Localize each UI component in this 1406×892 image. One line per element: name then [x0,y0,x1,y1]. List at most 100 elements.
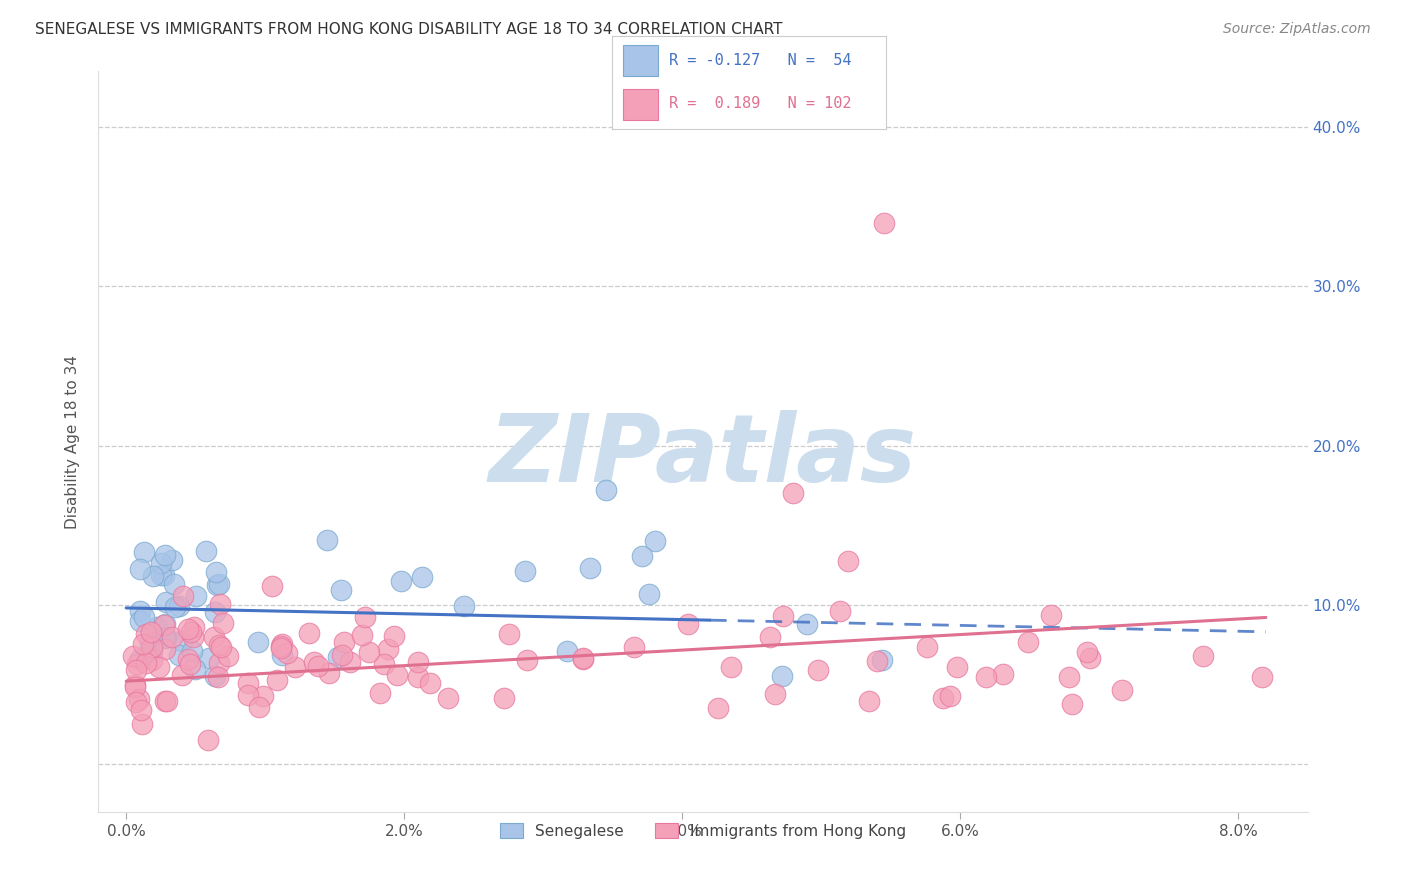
Point [155,548,177,562]
Point [915,640,938,654]
Point [181,630,204,644]
Point [125,695,148,709]
Point [132,637,155,651]
Point [276,647,298,661]
Point [152,618,174,632]
Point [807,664,830,678]
Point [1076,645,1098,659]
FancyBboxPatch shape [623,45,658,76]
Point [183,620,205,634]
Point [205,578,228,592]
Legend: Senegalese, Immigrants from Hong Kong: Senegalese, Immigrants from Hong Kong [494,816,912,845]
Point [170,667,193,681]
Point [122,648,145,663]
Point [1057,670,1080,684]
Point [1080,651,1102,665]
Point [318,666,340,681]
FancyBboxPatch shape [623,89,658,120]
Point [271,637,294,651]
Point [385,668,408,682]
Point [146,620,169,634]
Point [772,608,794,623]
Point [135,657,157,671]
Point [837,554,859,568]
Point [153,642,176,657]
Point [156,694,179,708]
Point [350,628,373,642]
Point [333,635,356,649]
Point [270,640,292,654]
Text: ZIPatlas: ZIPatlas [489,410,917,502]
Point [513,565,536,579]
Point [179,657,201,671]
Point [796,617,818,632]
Point [870,653,893,667]
Point [132,544,155,558]
Point [406,655,429,669]
Point [516,652,538,666]
Point [370,686,392,700]
Point [127,657,149,672]
Point [129,562,152,576]
Point [676,617,699,632]
Point [246,635,269,649]
Point [572,652,595,666]
Point [180,624,202,639]
Point [329,583,352,598]
Point [373,657,395,672]
Point [571,651,593,665]
Point [186,589,208,603]
Point [124,678,146,692]
Point [208,639,231,653]
Point [932,690,955,705]
Point [150,556,173,570]
Point [207,656,229,670]
Point [124,680,146,694]
Point [1111,682,1133,697]
Point [131,717,153,731]
Point [148,659,170,673]
Point [155,595,177,609]
Point [389,574,412,589]
Point [382,629,405,643]
Point [828,604,851,618]
Point [204,669,226,683]
Point [170,633,193,648]
Point [1062,697,1084,711]
Point [204,565,226,579]
Point [307,658,329,673]
Point [720,660,742,674]
Text: Source: ZipAtlas.com: Source: ZipAtlas.com [1223,22,1371,37]
Point [453,599,475,614]
Point [128,692,150,706]
Point [266,673,288,687]
Point [135,627,157,641]
Y-axis label: Disability Age 18 to 34: Disability Age 18 to 34 [65,354,80,529]
Point [141,653,163,667]
Point [782,486,804,500]
Point [498,627,520,641]
Point [1040,608,1063,623]
Point [141,644,163,658]
Point [236,688,259,702]
Point [160,553,183,567]
Point [138,642,160,657]
Point [129,604,152,618]
Point [217,648,239,663]
Point [302,655,325,669]
Text: SENEGALESE VS IMMIGRANTS FROM HONG KONG DISABILITY AGE 18 TO 34 CORRELATION CHAR: SENEGALESE VS IMMIGRANTS FROM HONG KONG … [35,22,783,37]
Point [270,648,292,662]
Point [160,630,183,644]
Point [763,687,786,701]
Point [315,533,337,547]
Point [155,630,177,644]
Point [707,701,730,715]
Text: R = -0.127   N =  54: R = -0.127 N = 54 [669,53,852,68]
Point [177,651,200,665]
Point [129,614,152,628]
Point [198,651,221,665]
Point [172,590,194,604]
Point [359,645,381,659]
Point [208,577,231,591]
Point [176,622,198,636]
